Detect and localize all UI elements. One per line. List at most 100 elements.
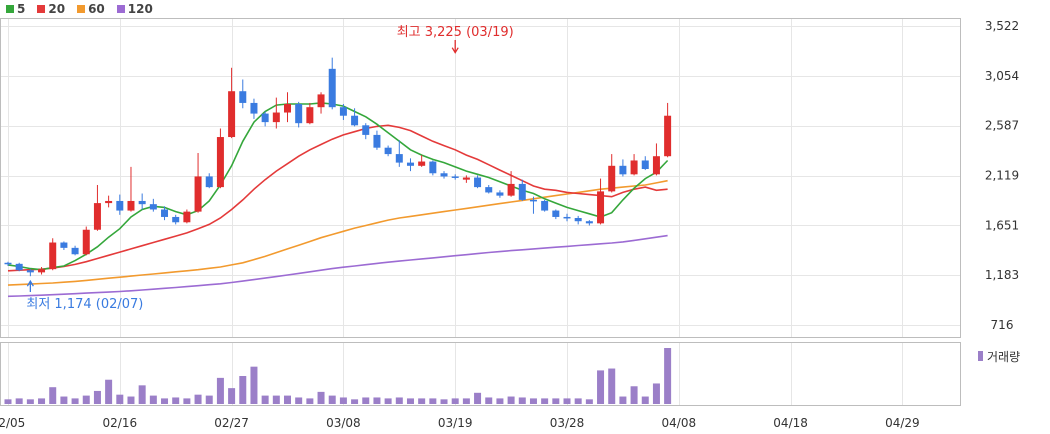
- candle-body: [149, 204, 157, 210]
- candle-body: [664, 115, 672, 157]
- candle-body: [15, 263, 23, 271]
- volume-bar: [418, 398, 426, 404]
- ma60-line: [7, 179, 668, 286]
- candle-body: [306, 107, 314, 124]
- annotations: 최고 3,225 (03/19) 최저 1,174 (02/07): [26, 25, 513, 312]
- candle-body: [641, 160, 649, 169]
- candle: [563, 213, 571, 222]
- candle-body: [440, 173, 448, 177]
- candle: [608, 154, 616, 193]
- legend-swatch-ma60: [77, 5, 86, 13]
- candle-body: [250, 102, 258, 114]
- candle: [351, 108, 359, 127]
- candle-body: [574, 218, 582, 222]
- volume-bar: [317, 391, 325, 404]
- candle: [541, 199, 549, 212]
- candle-body: [552, 210, 560, 217]
- volume-bar: [149, 395, 157, 404]
- high-arrow-head: [451, 47, 459, 54]
- candle-body: [619, 165, 627, 175]
- candle: [194, 153, 202, 213]
- volume-bar: [183, 398, 191, 404]
- volume-bar: [585, 399, 593, 404]
- candle: [507, 171, 515, 197]
- legend-label-ma5: 5: [17, 2, 26, 16]
- volume-bar: [451, 398, 459, 404]
- volume-bar: [563, 398, 571, 404]
- candle: [49, 238, 57, 271]
- volume-bar: [261, 395, 269, 404]
- candle: [38, 267, 46, 275]
- low-arrow-head: [26, 279, 34, 287]
- volume-bar: [541, 398, 549, 404]
- legend-item-ma120[interactable]: 120: [116, 2, 153, 16]
- candle: [4, 261, 12, 266]
- price-tick-label: 2,587: [985, 119, 1019, 133]
- legend-swatch-ma120: [116, 5, 125, 13]
- candle: [138, 193, 146, 210]
- volume-bar: [15, 398, 23, 404]
- candle: [306, 102, 314, 125]
- volume-bar: [26, 399, 34, 404]
- candle-body: [317, 94, 325, 108]
- price-tick-label: 716: [991, 318, 1014, 332]
- candle-body: [529, 199, 537, 202]
- volume-bar: [105, 379, 113, 404]
- candle: [26, 269, 34, 277]
- candle-body: [38, 269, 46, 273]
- candle-body: [328, 68, 336, 108]
- legend: 5 20 60 120: [6, 2, 153, 16]
- candle: [496, 190, 504, 198]
- candle-body: [518, 183, 526, 200]
- candle-body: [451, 176, 459, 178]
- volume-bar: [496, 398, 504, 404]
- candle: [373, 130, 381, 150]
- volume-bar: [306, 398, 314, 404]
- candle: [71, 245, 79, 256]
- volume-legend-swatch: [978, 351, 983, 361]
- candle-body: [228, 91, 236, 138]
- moving-average-lines: [7, 102, 669, 298]
- candle-body: [49, 242, 57, 270]
- candle: [597, 178, 605, 225]
- candle: [161, 206, 169, 221]
- candle-body: [183, 211, 191, 223]
- candle: [641, 156, 649, 171]
- volume-bar: [384, 398, 392, 404]
- candle: [272, 97, 280, 129]
- volume-pane-frame: [0, 342, 961, 406]
- date-tick-label: 03/08: [326, 416, 361, 430]
- candle: [552, 209, 560, 220]
- volume-bar: [194, 394, 202, 404]
- volume-bar: [373, 397, 381, 404]
- candle: [485, 184, 493, 194]
- volume-bar: [529, 398, 537, 404]
- legend-label-ma20: 20: [48, 2, 66, 16]
- candle-body: [462, 177, 470, 180]
- candle-body: [4, 262, 12, 265]
- candle: [664, 102, 672, 158]
- legend-item-ma20[interactable]: 20: [37, 2, 65, 16]
- candles: [4, 57, 672, 277]
- volume-bar: [619, 396, 627, 404]
- candle-body: [60, 242, 68, 248]
- legend-swatch-ma20: [37, 5, 46, 13]
- ma5-line: [7, 102, 669, 271]
- legend-item-ma5[interactable]: 5: [6, 2, 25, 16]
- legend-item-ma60[interactable]: 60: [77, 2, 105, 16]
- candle-body: [373, 134, 381, 148]
- candle: [339, 104, 347, 120]
- volume-bar: [608, 368, 616, 404]
- candle: [149, 198, 157, 212]
- candle: [440, 171, 448, 179]
- volume-bar: [630, 386, 638, 404]
- candle-body: [26, 270, 34, 273]
- candle: [451, 174, 459, 180]
- volume-bar: [474, 392, 482, 404]
- candle: [295, 101, 303, 128]
- candle: [518, 179, 526, 201]
- candle: [105, 195, 113, 208]
- candle: [429, 160, 437, 176]
- candle: [406, 158, 414, 172]
